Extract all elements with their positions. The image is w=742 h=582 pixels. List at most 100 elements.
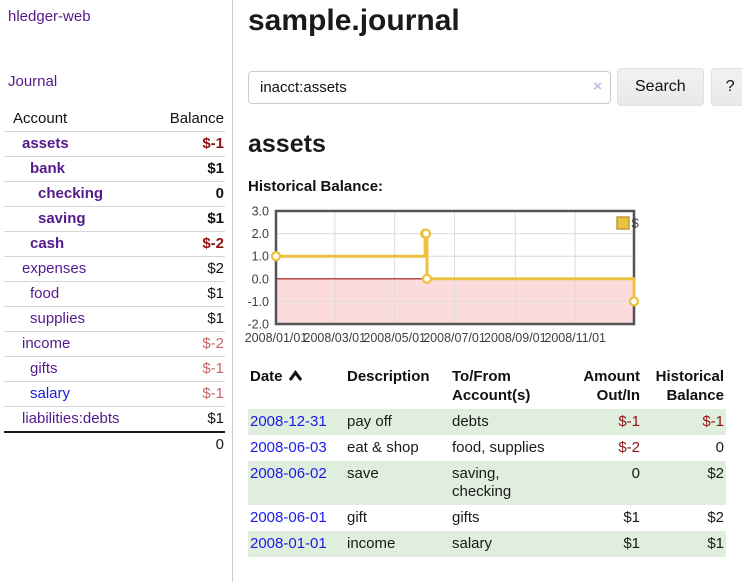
sidebar-account-name-cell: food <box>4 282 146 307</box>
register-amount-cell: $1 <box>623 535 640 552</box>
account-heading: assets <box>248 130 326 158</box>
register-amount-cell: $-1 <box>618 413 640 430</box>
table-row: 2008-06-01 gift gifts $1 $2 <box>248 505 726 531</box>
svg-text:3.0: 3.0 <box>252 205 269 219</box>
svg-text:$: $ <box>632 216 640 231</box>
balance-chart-svg: 3.0 2.0 1.0 0.0 -1.0 -2.02008/01/012008/03/01… <box>245 205 640 346</box>
account-balance-table: Account Balance assets $-1 bank $1 checking 0… <box>4 107 225 457</box>
svg-text:0.0: 0.0 <box>252 272 269 286</box>
svg-text:-2.0: -2.0 <box>247 318 269 332</box>
help-button[interactable]: ? <box>710 68 742 106</box>
sidebar-account-link[interactable]: cash <box>30 235 65 252</box>
sidebar-account-row: expenses $2 <box>4 256 225 282</box>
sidebar-account-balance: $1 <box>207 210 224 227</box>
sidebar-account-link[interactable]: supplies <box>30 310 86 327</box>
main-content: sample.journal × Search ? assets Histori… <box>245 0 742 557</box>
register-description-cell: pay off <box>347 413 392 430</box>
app-brand-link[interactable]: hledger-web <box>8 8 91 25</box>
sidebar-account-link[interactable]: expenses <box>22 260 87 277</box>
sidebar-account-row: cash $-2 <box>4 231 225 257</box>
sidebar-account-row: food $1 <box>4 281 225 307</box>
register-date-cell: 2008-12-31 <box>248 409 345 435</box>
column-header-description: Description <box>347 368 430 385</box>
sidebar-account-name-cell: cash <box>4 232 146 257</box>
svg-text:2008/11/01: 2008/11/01 <box>544 331 606 345</box>
transaction-date-link[interactable]: 2008-06-01 <box>250 509 327 526</box>
register-date-cell: 2008-06-02 <box>248 461 345 505</box>
sidebar-account-link[interactable]: bank <box>30 160 66 177</box>
sidebar-account-row: gifts $-1 <box>4 356 225 382</box>
transaction-date-link[interactable]: 2008-12-31 <box>250 413 327 430</box>
balance-column-header: Balance <box>169 110 224 127</box>
column-header-accounts: To/From Account(s) <box>452 368 531 404</box>
register-accounts-cell: debts <box>452 413 489 430</box>
svg-text:2008/05/01: 2008/05/01 <box>363 331 426 345</box>
sidebar-account-row: bank $1 <box>4 156 225 182</box>
sidebar-item-journal[interactable]: Journal <box>8 73 58 90</box>
register-amount-cell: 0 <box>631 465 640 482</box>
register-description-cell: save <box>347 465 379 482</box>
column-header-amount: Amount Out/In <box>583 368 640 404</box>
sidebar-account-balance: $-1 <box>202 135 224 152</box>
sidebar-account-name-cell: liabilities:debts <box>4 407 146 433</box>
page-title: sample.journal <box>248 4 460 37</box>
search-bar: × Search ? <box>248 68 742 106</box>
register-balance-cell: $2 <box>707 465 724 482</box>
sidebar-account-balance: $-2 <box>202 235 224 252</box>
sidebar-account-link[interactable]: salary <box>30 385 71 402</box>
register-balance-cell: $2 <box>707 509 724 526</box>
sidebar-account-link[interactable]: liabilities:debts <box>22 410 120 427</box>
transaction-date-link[interactable]: 2008-01-01 <box>250 535 327 552</box>
sidebar-account-name-cell: gifts <box>4 357 146 382</box>
table-row: 2008-06-03 eat & shop food, supplies $-2 0 <box>248 435 726 461</box>
sidebar-account-link[interactable]: saving <box>38 210 86 227</box>
register-date-cell: 2008-06-01 <box>248 505 345 531</box>
sidebar-account-balance: $1 <box>207 410 224 427</box>
sidebar-account-balance: $2 <box>207 260 224 277</box>
sidebar-account-link[interactable]: food <box>30 285 60 302</box>
sidebar-account-name-cell: assets <box>4 132 146 157</box>
sidebar-account-row: checking 0 <box>4 181 225 207</box>
sidebar-account-link[interactable]: assets <box>22 135 69 152</box>
sidebar-account-name-cell: checking <box>4 182 146 207</box>
sidebar-account-link[interactable]: checking <box>38 185 104 202</box>
sidebar-account-balance: $1 <box>207 285 224 302</box>
register-header-row: Date Description To/From Account(s) Amou… <box>248 365 726 409</box>
sidebar-account-balance: $1 <box>207 160 224 177</box>
register-amount-cell: $-2 <box>618 439 640 456</box>
account-table-header: Account Balance <box>4 107 225 132</box>
sidebar-account-row: assets $-1 <box>4 131 225 157</box>
sidebar-account-balance: 0 <box>215 185 224 202</box>
table-row: 2008-12-31 pay off debts $-1 $-1 <box>248 409 726 435</box>
sidebar-account-link[interactable]: gifts <box>30 360 58 377</box>
register-amount-cell: $1 <box>623 509 640 526</box>
clear-search-icon[interactable]: × <box>593 77 602 95</box>
svg-text:2008/01/01: 2008/01/01 <box>245 331 308 345</box>
sidebar-account-balance: $1 <box>207 310 224 327</box>
table-row: 2008-01-01 income salary $1 $1 <box>248 531 726 557</box>
register-accounts-cell: gifts <box>452 509 480 526</box>
register-description-cell: eat & shop <box>347 439 419 456</box>
sidebar-account-link[interactable]: income <box>22 335 71 352</box>
search-button[interactable]: Search <box>617 68 704 106</box>
register-body: 2008-12-31 pay off debts $-1 $-1 2008-06-03 ea… <box>248 409 726 557</box>
register-accounts-cell: food, supplies <box>452 439 545 456</box>
register-accounts-cell: salary <box>452 535 493 552</box>
sidebar-account-row: salary $-1 <box>4 381 225 407</box>
accounts-total-row: 0 <box>4 432 225 457</box>
svg-text:1.0: 1.0 <box>252 250 269 264</box>
chart-title: Historical Balance: <box>248 178 384 195</box>
accounts-total-value: 0 <box>215 436 224 453</box>
register-accounts-cell: saving, checking <box>452 465 512 500</box>
sidebar-account-name-cell: supplies <box>4 307 146 332</box>
transaction-date-link[interactable]: 2008-06-02 <box>250 465 327 482</box>
register-table: Date Description To/From Account(s) Amou… <box>248 365 726 557</box>
historical-balance-chart: 3.0 2.0 1.0 0.0 -1.0 -2.0 2008/01/01 2008/03/01… <box>245 205 742 352</box>
sidebar-account-row: saving $1 <box>4 206 225 232</box>
column-header-date[interactable]: Date <box>248 365 345 409</box>
sidebar-account-balance: $-1 <box>202 360 224 377</box>
transaction-date-link[interactable]: 2008-06-03 <box>250 439 327 456</box>
search-input[interactable] <box>248 70 611 104</box>
sidebar-account-name-cell: income <box>4 332 146 357</box>
sidebar-account-balance: $-1 <box>202 385 224 402</box>
